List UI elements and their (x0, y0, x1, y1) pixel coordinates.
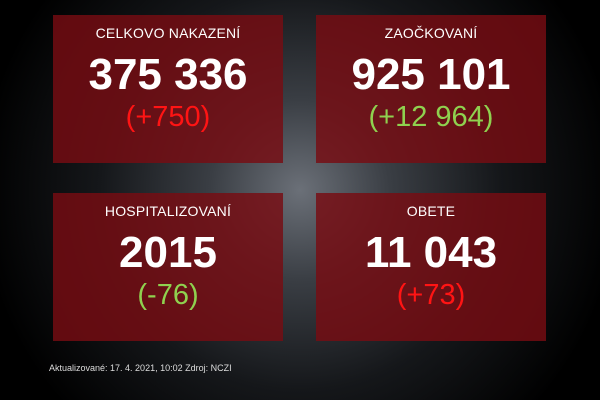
stat-card-hospitalized: HOSPITALIZOVANÍ 2015 (-76) (53, 193, 283, 341)
stat-value: 11 043 (364, 228, 498, 277)
stat-delta: (+12 964) (368, 101, 494, 133)
stat-value: 925 101 (351, 50, 511, 99)
stat-delta: (+750) (125, 101, 211, 133)
stat-card-infected: CELKOVO NAKAZENÍ 375 336 (+750) (53, 15, 283, 163)
stat-delta: (-76) (137, 279, 199, 311)
stat-value: 2015 (119, 228, 217, 277)
stat-card-vaccinated: ZAOČKOVANÍ 925 101 (+12 964) (316, 15, 546, 163)
footer-source: Aktualizované: 17. 4. 2021, 10:02 Zdroj:… (49, 363, 232, 373)
stat-label: HOSPITALIZOVANÍ (104, 203, 232, 219)
stat-value: 375 336 (88, 50, 248, 99)
stat-label: CELKOVO NAKAZENÍ (95, 25, 241, 41)
stat-label: OBETE (406, 203, 456, 219)
stat-label: ZAOČKOVANÍ (384, 25, 478, 41)
stat-delta: (+73) (396, 279, 466, 311)
stat-card-deaths: OBETE 11 043 (+73) (316, 193, 546, 341)
